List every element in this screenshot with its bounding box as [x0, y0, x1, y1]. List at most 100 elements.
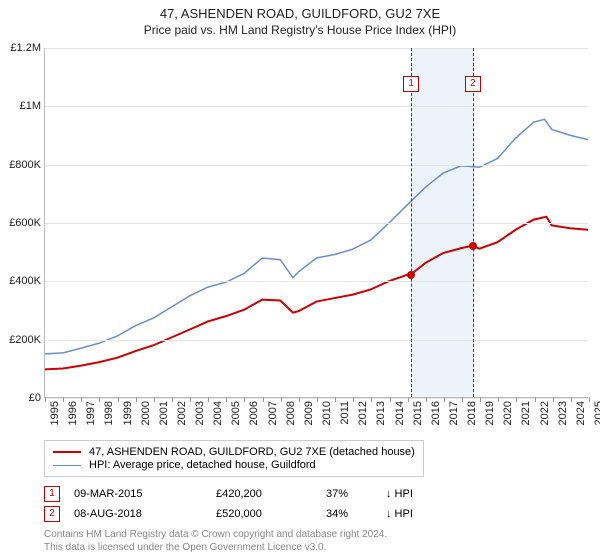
x-axis-label: 2018 — [466, 401, 478, 425]
x-axis-label: 2010 — [321, 401, 333, 425]
y-axis-label: £1M — [20, 100, 41, 112]
x-tick — [63, 397, 64, 402]
x-axis-label: 2014 — [394, 401, 406, 425]
transaction-marker-ref: 2 — [44, 506, 60, 522]
x-tick — [335, 397, 336, 402]
x-tick — [154, 397, 155, 402]
x-axis-label: 2005 — [230, 401, 242, 425]
x-axis-label: 2004 — [212, 401, 224, 425]
y-gridline — [45, 106, 588, 107]
x-tick — [81, 397, 82, 402]
transaction-row: 208-AUG-2018£520,00034%↓ HPI — [44, 506, 436, 522]
x-axis-label: 1996 — [67, 401, 79, 425]
x-tick — [498, 397, 499, 402]
transaction-cell: 08-AUG-2018 — [74, 508, 216, 520]
x-axis-label: 2019 — [484, 401, 496, 425]
x-axis-label: 2001 — [158, 401, 170, 425]
x-tick — [172, 397, 173, 402]
chart-title: 47, ASHENDEN ROAD, GUILDFORD, GU2 7XE — [0, 6, 600, 21]
x-axis-label: 2021 — [520, 401, 532, 425]
x-tick — [353, 397, 354, 402]
x-axis-label: 2024 — [575, 401, 587, 425]
y-axis-label: £600K — [9, 217, 41, 229]
chart-footer: Contains HM Land Registry data © Crown c… — [44, 528, 387, 554]
transaction-marker: 2 — [465, 76, 481, 92]
x-tick — [390, 397, 391, 402]
x-axis-label: 2025 — [593, 401, 600, 425]
x-axis-label: 1999 — [122, 401, 134, 425]
x-tick — [263, 397, 264, 402]
x-tick — [371, 397, 372, 402]
legend-item-price-paid: 47, ASHENDEN ROAD, GUILDFORD, GU2 7XE (d… — [53, 446, 415, 458]
y-gridline — [45, 340, 588, 341]
transaction-cell: ↓ HPI — [386, 488, 436, 500]
x-axis-label: 1995 — [49, 401, 61, 425]
transaction-cell: ↓ HPI — [386, 508, 436, 520]
x-tick — [426, 397, 427, 402]
y-gridline — [45, 281, 588, 282]
x-tick — [516, 397, 517, 402]
x-tick — [408, 397, 409, 402]
x-axis-label: 2000 — [140, 401, 152, 425]
x-axis-label: 2020 — [502, 401, 514, 425]
x-axis-label: 2016 — [430, 401, 442, 425]
chart-legend: 47, ASHENDEN ROAD, GUILDFORD, GU2 7XE (d… — [44, 440, 424, 477]
transactions-table: 109-MAR-2015£420,20037%↓ HPI208-AUG-2018… — [44, 482, 436, 526]
legend-label: 47, ASHENDEN ROAD, GUILDFORD, GU2 7XE (d… — [89, 446, 415, 458]
x-tick — [281, 397, 282, 402]
x-tick — [299, 397, 300, 402]
x-tick — [208, 397, 209, 402]
x-tick — [45, 397, 46, 402]
x-axis-label: 2015 — [412, 401, 424, 425]
x-axis-label: 2013 — [375, 401, 387, 425]
transaction-cell: £420,200 — [216, 488, 326, 500]
x-axis-label: 1998 — [103, 401, 115, 425]
y-axis-label: £800K — [9, 159, 41, 171]
y-axis-label: £200K — [9, 334, 41, 346]
x-axis-label: 2002 — [176, 401, 188, 425]
legend-swatch — [53, 451, 81, 453]
x-axis-label: 1997 — [85, 401, 97, 425]
x-tick — [99, 397, 100, 402]
footer-line: Contains HM Land Registry data © Crown c… — [44, 528, 387, 541]
x-tick — [589, 397, 590, 402]
x-tick — [462, 397, 463, 402]
y-gridline — [45, 48, 588, 49]
transaction-dot — [469, 242, 477, 250]
x-tick — [553, 397, 554, 402]
x-tick — [480, 397, 481, 402]
x-axis-label: 2009 — [303, 401, 315, 425]
transaction-cell: 09-MAR-2015 — [74, 488, 216, 500]
x-tick — [118, 397, 119, 402]
series-line-price_paid — [45, 217, 588, 370]
y-axis-label: £1.2M — [10, 42, 41, 54]
x-tick — [226, 397, 227, 402]
footer-line: This data is licensed under the Open Gov… — [44, 541, 387, 554]
x-tick — [136, 397, 137, 402]
transaction-marker-ref: 1 — [44, 486, 60, 502]
y-gridline — [45, 223, 588, 224]
x-axis-label: 2023 — [557, 401, 569, 425]
legend-swatch — [53, 465, 81, 466]
x-tick — [317, 397, 318, 402]
transaction-dot — [407, 271, 415, 279]
x-tick — [244, 397, 245, 402]
legend-label: HPI: Average price, detached house, Guil… — [89, 459, 316, 471]
transaction-vline — [473, 48, 474, 397]
y-axis-label: £0 — [29, 392, 41, 404]
x-axis-label: 2007 — [267, 401, 279, 425]
x-tick — [190, 397, 191, 402]
transaction-row: 109-MAR-2015£420,20037%↓ HPI — [44, 486, 436, 502]
x-axis-label: 2022 — [539, 401, 551, 425]
x-axis-label: 2006 — [248, 401, 260, 425]
x-tick — [535, 397, 536, 402]
legend-item-hpi: HPI: Average price, detached house, Guil… — [53, 459, 415, 471]
transaction-marker: 1 — [403, 76, 419, 92]
y-axis-label: £400K — [9, 275, 41, 287]
chart-plot-area: £0£200K£400K£600K£800K£1M£1.2M1995199619… — [44, 48, 588, 398]
transaction-cell: £520,000 — [216, 508, 326, 520]
x-axis-label: 2008 — [285, 401, 297, 425]
x-axis-label: 2003 — [194, 401, 206, 425]
x-axis-label: 2011 — [339, 401, 351, 425]
x-axis-label: 2012 — [357, 401, 369, 425]
